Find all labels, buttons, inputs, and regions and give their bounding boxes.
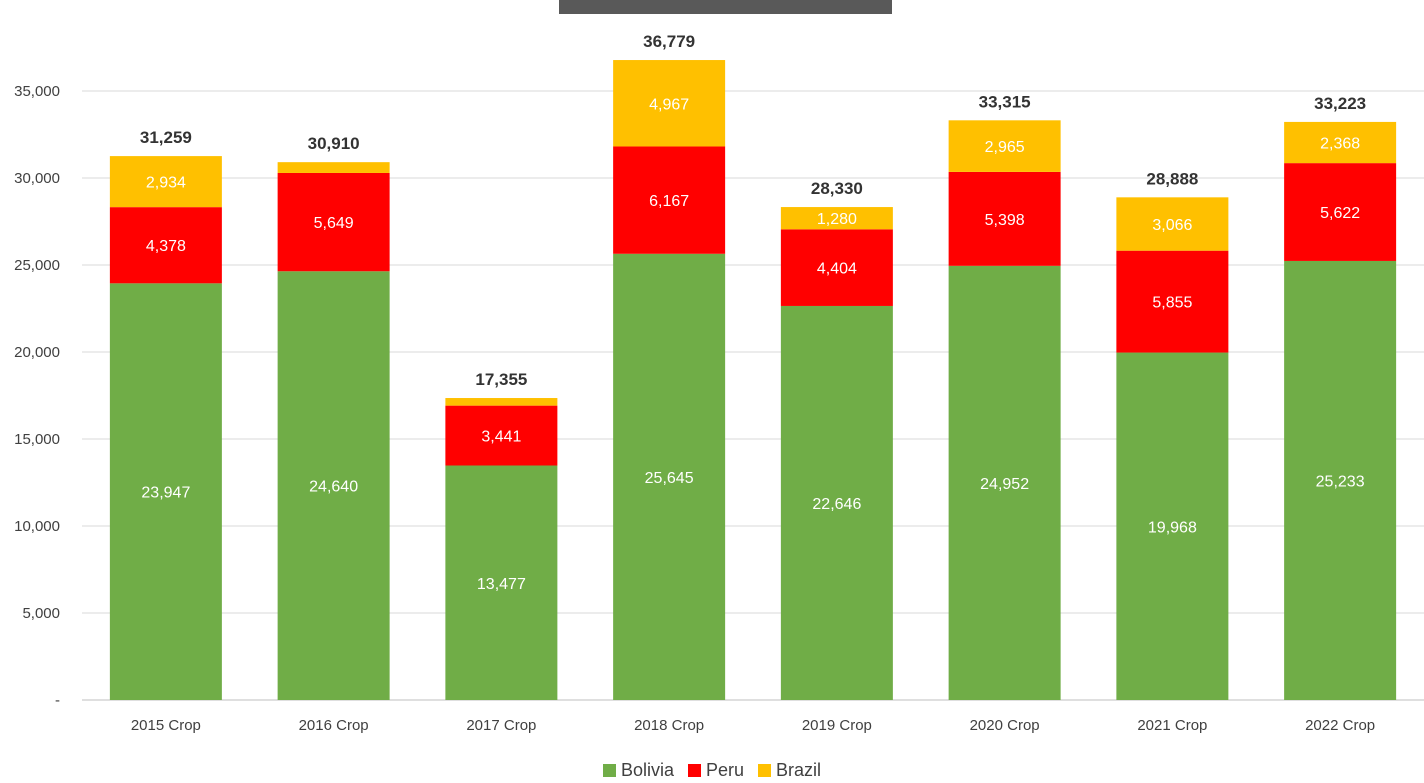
data-label-peru: 5,649 [314, 215, 354, 232]
legend-item-peru: Peru [687, 759, 745, 781]
legend-label-peru: Peru [705, 759, 745, 780]
data-label-peru: 4,378 [146, 238, 186, 255]
total-label: 36,779 [643, 32, 695, 51]
bar-segment-brazil [613, 60, 726, 147]
bar-segment-peru [1116, 250, 1229, 353]
data-label-brazil: 2,934 [146, 175, 186, 192]
legend-label-bolivia: Bolivia [620, 759, 674, 780]
bar-segment-peru [109, 207, 222, 284]
bar-segment-peru [445, 405, 558, 466]
y-tick-label: 15,000 [14, 431, 60, 448]
x-tick-label: 2019 Crop [802, 717, 872, 734]
y-tick-label: 30,000 [14, 170, 60, 187]
data-label-peru: 3,441 [481, 429, 521, 446]
legend-item-bolivia: Bolivia [602, 759, 674, 781]
x-tick-label: 2018 Crop [634, 717, 704, 734]
total-label: 28,888 [1146, 169, 1198, 188]
bar-segment-peru [948, 171, 1061, 266]
data-label-bolivia: 19,968 [1148, 519, 1197, 536]
data-label-brazil: 1,280 [817, 211, 857, 228]
chart-legend: Bolivia Peru Brazil [0, 759, 1424, 781]
total-label: 33,315 [979, 92, 1031, 111]
y-tick-label: 10,000 [14, 518, 60, 535]
bar-segment-bolivia [1284, 260, 1397, 700]
bar-segment-peru [277, 172, 390, 272]
data-label-bolivia: 25,645 [645, 470, 694, 487]
y-tick-label: - [55, 692, 60, 709]
x-tick-label: 2016 Crop [299, 717, 369, 734]
bar-segment-bolivia [445, 465, 558, 700]
x-tick-label: 2020 Crop [970, 717, 1040, 734]
data-label-peru: 5,398 [985, 212, 1025, 229]
bar-segment-bolivia [109, 283, 222, 700]
legend-swatch-bolivia [602, 763, 616, 777]
x-tick-label: 2015 Crop [131, 717, 201, 734]
bar-segment-brazil [948, 120, 1061, 172]
y-tick-label: 20,000 [14, 344, 60, 361]
bar-segment-peru [613, 146, 726, 254]
total-label: 30,910 [308, 134, 360, 153]
bar-segment-bolivia [780, 305, 893, 700]
data-label-bolivia: 23,947 [141, 485, 190, 502]
bar-segment-peru [780, 229, 893, 306]
bar-segment-peru [1284, 163, 1397, 261]
bar-segment-bolivia [613, 253, 726, 701]
y-tick-label: 5,000 [22, 605, 60, 622]
data-label-peru: 5,855 [1152, 295, 1192, 312]
y-tick-label: 35,000 [14, 83, 60, 100]
data-label-bolivia: 22,646 [812, 496, 861, 513]
data-label-peru: 4,404 [817, 261, 857, 278]
data-label-bolivia: 24,640 [309, 479, 358, 496]
y-tick-label: 25,000 [14, 257, 60, 274]
data-label-bolivia: 25,233 [1316, 473, 1365, 490]
bar-segment-bolivia [1116, 352, 1229, 700]
bar-segment-brazil [780, 207, 893, 230]
legend-swatch-brazil [758, 763, 772, 777]
bar-segment-brazil [109, 156, 222, 208]
legend-item-brazil: Brazil [758, 760, 821, 781]
total-label: 28,330 [811, 179, 863, 198]
data-label-bolivia: 24,952 [980, 476, 1029, 493]
x-tick-label: 2017 Crop [466, 717, 536, 734]
legend-swatch-peru [687, 763, 701, 777]
data-label-brazil: 2,965 [985, 139, 1025, 156]
bar-segment-bolivia [277, 271, 390, 700]
data-label-bolivia: 13,477 [477, 576, 526, 593]
data-label-peru: 6,167 [649, 193, 689, 210]
bar-segment-brazil [1116, 197, 1229, 251]
data-label-brazil: 2,368 [1320, 136, 1360, 153]
total-label: 31,259 [140, 128, 192, 147]
total-label: 17,355 [475, 370, 527, 389]
bar-segment-brazil [1284, 121, 1397, 164]
total-label: 33,223 [1314, 94, 1366, 113]
data-label-brazil: 4,967 [649, 96, 689, 113]
bar-segment-brazil [445, 398, 558, 406]
data-label-brazil: 3,066 [1152, 217, 1192, 234]
legend-label-brazil: Brazil [776, 759, 822, 780]
bar-segment-brazil [277, 162, 390, 173]
x-tick-label: 2022 Crop [1305, 717, 1375, 734]
data-label-peru: 5,622 [1320, 205, 1360, 222]
bar-segment-bolivia [948, 265, 1061, 700]
x-tick-label: 2021 Crop [1137, 717, 1207, 734]
stacked-bar-chart: - 5,000 10,000 15,000 20,000 25,000 30,000 35,0… [14, 32, 1424, 734]
chart-title-bar [559, 0, 892, 14]
